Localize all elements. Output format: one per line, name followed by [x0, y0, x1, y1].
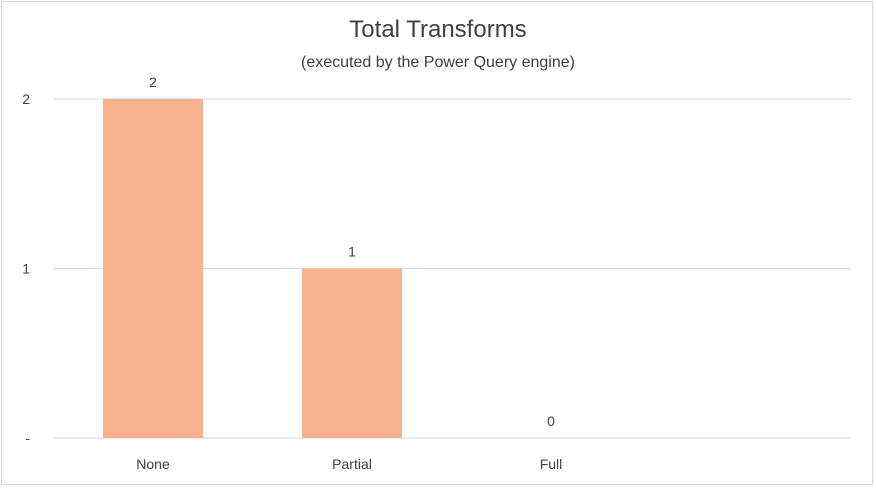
x-tick-label: Partial [332, 456, 372, 472]
data-label: 2 [149, 74, 157, 90]
bar [302, 268, 402, 438]
x-tick-label: Full [540, 456, 563, 472]
bar [103, 99, 203, 438]
y-tick-label: 2 [22, 91, 30, 107]
y-tick-label: 1 [22, 261, 30, 277]
chart-subtitle: (executed by the Power Query engine) [301, 54, 575, 71]
chart-title: Total Transforms [349, 16, 527, 43]
data-label: 1 [348, 244, 356, 260]
data-label: 0 [547, 413, 555, 429]
y-tick-label: - [25, 430, 30, 446]
x-tick-label: None [136, 456, 170, 472]
